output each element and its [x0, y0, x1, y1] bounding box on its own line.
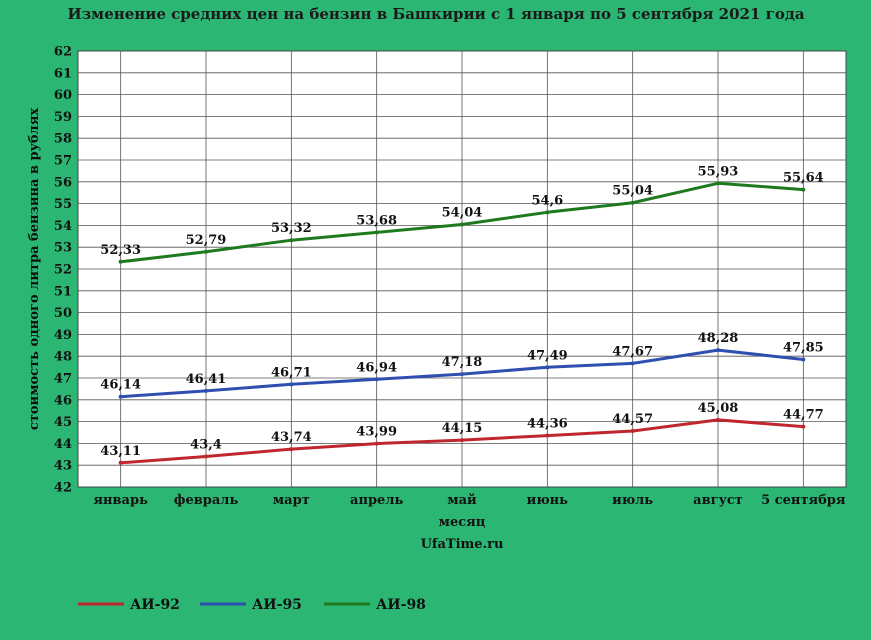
- y-tick-label: 53: [54, 241, 72, 256]
- data-point: [716, 181, 720, 186]
- y-tick-label: 62: [54, 45, 72, 60]
- chart-title: Изменение средних цен на бензин в Башкир…: [67, 5, 804, 23]
- data-point: [289, 447, 294, 452]
- data-label: 44,15: [442, 421, 483, 436]
- data-label: 47,85: [783, 340, 824, 355]
- data-point: [118, 394, 123, 399]
- data-point: [374, 230, 379, 235]
- data-label: 43,74: [271, 430, 312, 445]
- y-tick-label: 61: [54, 66, 72, 81]
- y-axis-label: стоимость одного литра бензина в рублях: [27, 108, 42, 430]
- x-tick-label: май: [447, 493, 477, 508]
- legend-label: АИ-95: [252, 597, 302, 613]
- data-point: [630, 428, 635, 433]
- x-axis-label: месяц: [439, 515, 486, 530]
- y-tick-label: 42: [54, 481, 72, 496]
- y-tick-label: 59: [54, 110, 72, 125]
- y-tick-label: 46: [54, 393, 72, 408]
- data-label: 43,11: [100, 444, 141, 459]
- y-tick-label: 49: [54, 328, 72, 343]
- x-axis-ticks: январь февраль март апрель май июнь июль август…: [93, 493, 845, 508]
- y-tick-label: 58: [54, 132, 72, 147]
- data-label: 47,67: [612, 344, 653, 359]
- x-tick-label: август: [693, 493, 743, 508]
- data-label: 45,08: [698, 401, 739, 416]
- data-label: 53,68: [356, 213, 397, 228]
- y-tick-label: 57: [54, 154, 72, 169]
- y-tick-label: 45: [54, 415, 72, 430]
- data-point: [545, 365, 550, 370]
- data-point: [801, 424, 806, 429]
- x-tick-label: апрель: [350, 493, 403, 508]
- x-tick-label: март: [273, 493, 310, 508]
- y-tick-label: 48: [54, 350, 72, 365]
- data-label: 43,4: [190, 437, 222, 452]
- data-label: 55,93: [698, 164, 739, 179]
- data-point: [545, 210, 550, 215]
- data-label: 55,04: [612, 184, 653, 199]
- y-axis-ticks: 42 43 44 45 46 47 48 49 50 51 52 53 54 55 56 57 58 59 60 61…: [54, 45, 72, 496]
- data-point: [118, 259, 123, 264]
- data-label: 54,04: [442, 206, 483, 221]
- data-point: [460, 222, 464, 227]
- y-tick-label: 47: [54, 372, 72, 387]
- data-point: [545, 433, 550, 438]
- data-label: 47,18: [442, 355, 483, 370]
- data-label: 46,14: [100, 378, 141, 393]
- data-point: [204, 454, 208, 459]
- data-point: [118, 460, 123, 465]
- data-point: [716, 417, 720, 422]
- y-tick-label: 56: [54, 175, 72, 190]
- data-point: [204, 249, 208, 254]
- source-label: UfaTime.ru: [421, 537, 504, 552]
- x-tick-label: июнь: [527, 493, 568, 508]
- data-point: [801, 187, 806, 192]
- data-point: [630, 200, 635, 205]
- data-point: [460, 372, 464, 377]
- data-point: [460, 438, 464, 443]
- x-tick-label: 5 сентября: [761, 493, 846, 508]
- data-label: 55,64: [783, 171, 824, 186]
- y-tick-label: 44: [54, 437, 72, 452]
- data-point: [801, 357, 806, 362]
- y-tick-label: 51: [54, 284, 72, 299]
- y-tick-label: 60: [54, 88, 72, 103]
- data-point: [630, 361, 635, 366]
- y-tick-label: 50: [54, 306, 72, 321]
- data-label: 46,41: [186, 372, 227, 387]
- data-label: 47,49: [527, 348, 568, 363]
- y-tick-label: 43: [54, 459, 72, 474]
- data-point: [289, 238, 294, 243]
- data-point: [716, 348, 720, 353]
- data-label: 44,36: [527, 417, 568, 432]
- data-label: 46,94: [356, 360, 397, 375]
- x-tick-label: июль: [612, 493, 653, 508]
- series-group: [118, 181, 806, 465]
- data-point: [374, 441, 379, 446]
- data-label: 53,32: [271, 221, 312, 236]
- y-tick-label: 55: [54, 197, 72, 212]
- data-label: 43,99: [356, 425, 397, 440]
- data-label: 48,28: [698, 331, 739, 346]
- y-tick-label: 54: [54, 219, 72, 234]
- legend: АИ-92 АИ-95 АИ-98: [78, 597, 426, 613]
- data-label: 46,71: [271, 365, 312, 380]
- data-label: 52,33: [100, 243, 141, 258]
- data-label: 54,6: [531, 193, 563, 208]
- x-tick-label: январь: [93, 493, 148, 508]
- data-label: 44,57: [612, 412, 653, 427]
- data-point: [374, 377, 379, 382]
- data-point: [204, 388, 208, 393]
- data-point: [289, 382, 294, 387]
- data-labels: 43,11 43,4 43,74 43,99 44,15 44,36 44,57 45,08 4…: [100, 164, 823, 458]
- data-label: 52,79: [186, 233, 227, 248]
- y-tick-label: 52: [54, 263, 72, 278]
- grid: [78, 51, 846, 487]
- legend-label: АИ-98: [376, 597, 426, 613]
- x-tick-label: февраль: [174, 493, 239, 508]
- data-label: 44,77: [783, 408, 824, 423]
- legend-label: АИ-92: [130, 597, 180, 613]
